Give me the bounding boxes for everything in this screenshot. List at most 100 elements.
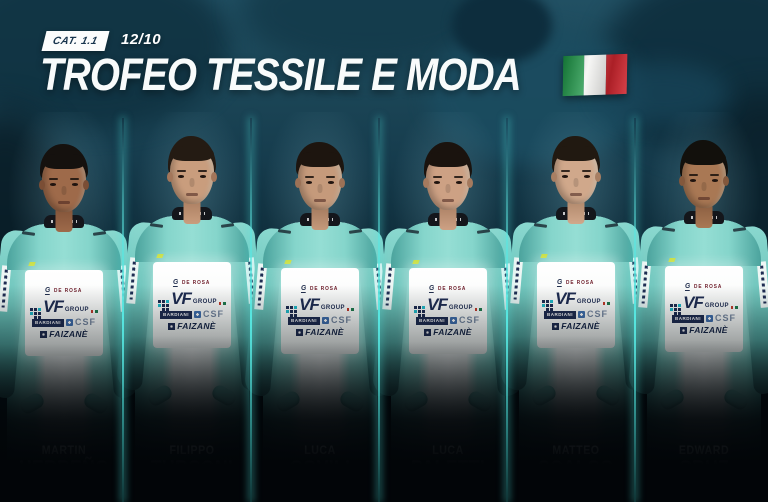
rider-last-name: PALETTI (410, 458, 486, 480)
g-brand-logo: G (429, 285, 435, 294)
group-text: GROUP (64, 307, 89, 314)
bardiani-text: BARDIANI (544, 311, 576, 319)
rider-mouth (58, 201, 70, 204)
vf-dot-green (223, 302, 226, 305)
de-rosa-logo: DE ROSA (54, 288, 83, 295)
vf-dot-green (607, 302, 610, 305)
csf-icon (578, 311, 585, 319)
csf-icon (706, 315, 713, 323)
rider-first-name: LUCA (304, 444, 336, 457)
rider-name: LUCA PALETTI (389, 445, 507, 480)
faizane-logo: FAIZANÈ (424, 328, 471, 337)
faizane-logo: FAIZANÈ (552, 322, 599, 331)
rider-eye (200, 175, 206, 178)
g-brand-logo: G (173, 279, 179, 288)
rider-first-name: MATTEO (552, 444, 600, 457)
bardiani-csf-logo: BARDIANI CSF (160, 310, 224, 319)
rider-jersey: G DE ROSA VF GROUP BARDIANI CSF FAIZANÈ (499, 207, 653, 466)
vf-group-logo: VF GROUP (30, 298, 98, 315)
faizane-logo: FAIZANÈ (296, 328, 343, 337)
vf-group-logo: VF GROUP (670, 294, 738, 311)
vf-dot-green (735, 306, 738, 309)
csf-icon (66, 319, 73, 327)
title-row: TROFEO TESSILE E MODA (40, 52, 628, 97)
rider-column-scalco: G DE ROSA VF GROUP BARDIANI CSF FAIZANÈ (496, 112, 656, 502)
rider-first-name: FILIPPO (169, 444, 215, 457)
faizane-text: FAIZANÈ (433, 327, 472, 338)
de-rosa-logo: DE ROSA (310, 286, 339, 293)
rider-first-name: EDWARD (678, 444, 730, 457)
vf-text: VF (43, 297, 64, 317)
faizane-logo: FAIZANÈ (680, 326, 727, 335)
rider-nose (61, 186, 67, 195)
bardiani-csf-logo: BARDIANI CSF (32, 318, 96, 327)
category-badge: CAT. 1.1 (41, 31, 110, 51)
vf-pixel-icon (286, 306, 290, 310)
rider-ear (551, 172, 557, 182)
rider-ear (167, 172, 173, 182)
rider-jersey: G DE ROSA VF GROUP BARDIANI CSF FAIZANÈ (627, 211, 768, 470)
rider-last-name: COVILI (289, 458, 351, 480)
sleeve-vf-logo (382, 263, 396, 310)
rider-eye (690, 179, 696, 182)
jersey-brands-row: G DE ROSA (557, 279, 594, 288)
rider-last-name: TURCONI (150, 458, 234, 480)
faizane-icon (680, 327, 688, 334)
vf-dot-red (474, 308, 478, 311)
g-brand-logo: G (301, 285, 307, 294)
rider-brow (561, 170, 570, 172)
rider-hair-fringe (298, 152, 342, 167)
sleeve-vf-logo (126, 257, 140, 304)
rider-eye (584, 175, 590, 178)
sleeve-vf-logo (756, 261, 768, 308)
bardiani-csf-logo: BARDIANI CSF (544, 310, 608, 319)
rider-hair-fringe (426, 152, 470, 167)
csf-text: CSF (75, 317, 96, 328)
vf-group-logo: VF GROUP (542, 290, 610, 307)
rider-name: EDWARD CRUZ (645, 445, 763, 480)
rider-name: MATTEO SCALCO (517, 445, 635, 480)
sleeve-vf-marks (760, 265, 767, 304)
vf-text: VF (427, 295, 448, 315)
vf-group-logo: VF GROUP (414, 296, 482, 313)
sleeve-vf-logo (638, 261, 652, 308)
rider-ear (467, 178, 473, 188)
rider-mouth (698, 197, 710, 200)
vf-pixel-icon (542, 300, 546, 304)
rider-ear (679, 176, 685, 186)
rider-name: LUCA COVILI (261, 445, 379, 480)
rider-eye (456, 181, 462, 184)
rider-column-paletti: G DE ROSA VF GROUP BARDIANI CSF FAIZANÈ (368, 112, 528, 502)
sleeve-vf-marks (129, 261, 136, 300)
rider-head (166, 136, 218, 236)
rider-jersey: G DE ROSA VF GROUP BARDIANI CSF FAIZANÈ (243, 213, 397, 472)
rider-eye (72, 183, 78, 186)
bardiani-csf-logo: BARDIANI CSF (416, 316, 480, 325)
faizane-text: FAIZANÈ (305, 327, 344, 338)
rider-hair-fringe (682, 150, 726, 165)
bardiani-text: BARDIANI (288, 317, 320, 325)
faizane-icon (424, 329, 432, 336)
rider-column-cruz: G DE ROSA VF GROUP BARDIANI CSF FAIZANÈ (624, 112, 768, 502)
rider-ear (211, 172, 217, 182)
rider-nose (317, 184, 323, 193)
rider-brow (689, 174, 698, 176)
vf-text: VF (299, 295, 320, 315)
group-text: GROUP (448, 305, 473, 312)
vf-dot-red (346, 308, 350, 311)
rider-head (294, 142, 346, 242)
riders-strip: G DE ROSA VF GROUP BARDIANI CSF FAIZANÈ (0, 112, 768, 502)
faizane-logo: FAIZANÈ (40, 330, 87, 339)
vf-dot-green (351, 308, 354, 311)
rider-head (678, 140, 730, 240)
vf-pixel-icon (158, 300, 162, 304)
rider-jersey: G DE ROSA VF GROUP BARDIANI CSF FAIZANÈ (115, 207, 269, 466)
csf-text: CSF (459, 315, 480, 326)
csf-icon (194, 311, 201, 319)
sleeve-vf-logo (254, 263, 268, 310)
csf-text: CSF (331, 315, 352, 326)
de-rosa-logo: DE ROSA (438, 286, 467, 293)
rider-last-name: HERREÑO (19, 458, 109, 480)
divider-line (122, 118, 124, 502)
rider-brow (305, 176, 314, 178)
